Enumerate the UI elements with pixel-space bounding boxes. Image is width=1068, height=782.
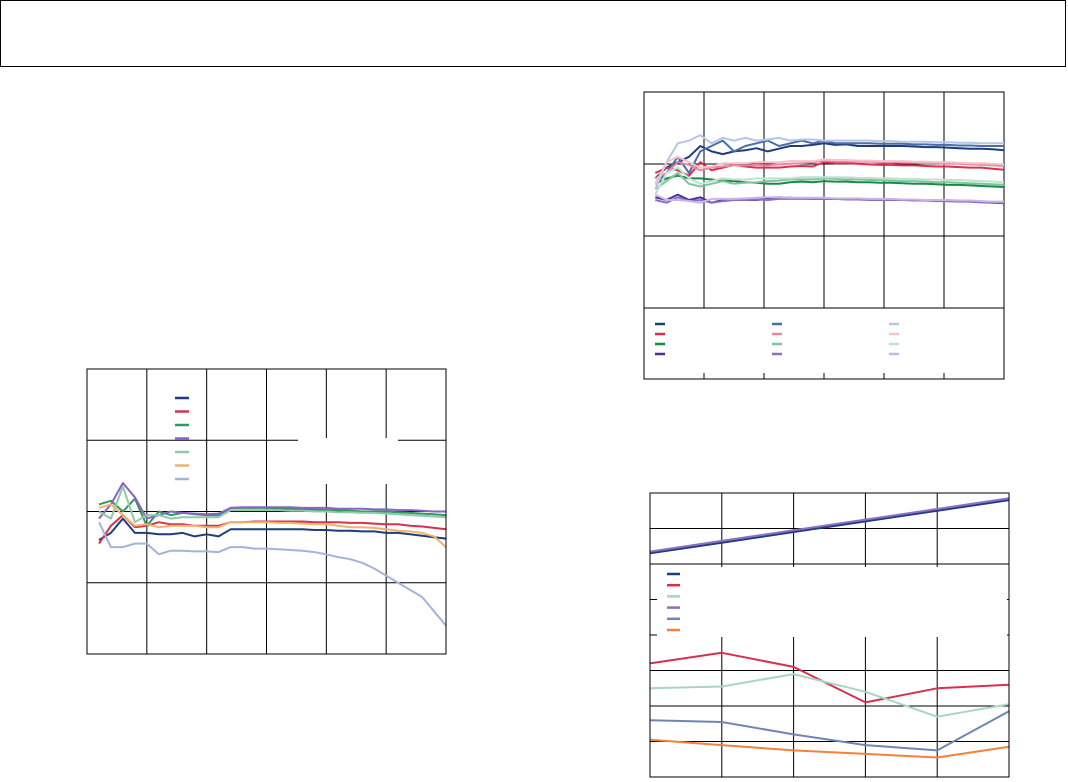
series-line-12 [654, 193, 1004, 204]
series-line-1 [649, 499, 1010, 555]
legend [655, 322, 899, 356]
series-line-9 [654, 134, 1004, 190]
series-line-10 [654, 155, 1005, 185]
chart-top-right [643, 91, 1005, 380]
legend-box [657, 567, 1007, 637]
series-line-5 [649, 710, 1010, 752]
series-line-2 [654, 161, 1005, 177]
legend-background [298, 438, 398, 484]
series-line-6 [654, 159, 1005, 180]
series-line-7 [98, 521, 447, 627]
plot-frame [649, 492, 1010, 778]
legend [657, 567, 1007, 637]
series-line-1 [654, 142, 1005, 180]
series-line-7 [654, 172, 1005, 191]
series-line-3 [98, 497, 447, 527]
chart-bottom-right [649, 492, 1010, 778]
series-line-1 [98, 517, 447, 541]
plot-frame [86, 368, 447, 655]
series-line-5 [98, 485, 447, 524]
title-box [0, 0, 1066, 67]
series-line-11 [654, 166, 1005, 196]
series-line-5 [654, 139, 1004, 185]
legend [175, 396, 189, 481]
chart-left [86, 368, 447, 655]
series-line-6 [98, 503, 447, 548]
series-line-4 [649, 497, 1010, 553]
series-line-2 [98, 514, 447, 545]
series-line-3 [649, 673, 1010, 718]
series-line-6 [649, 738, 1010, 759]
series-line-2 [649, 651, 1010, 704]
